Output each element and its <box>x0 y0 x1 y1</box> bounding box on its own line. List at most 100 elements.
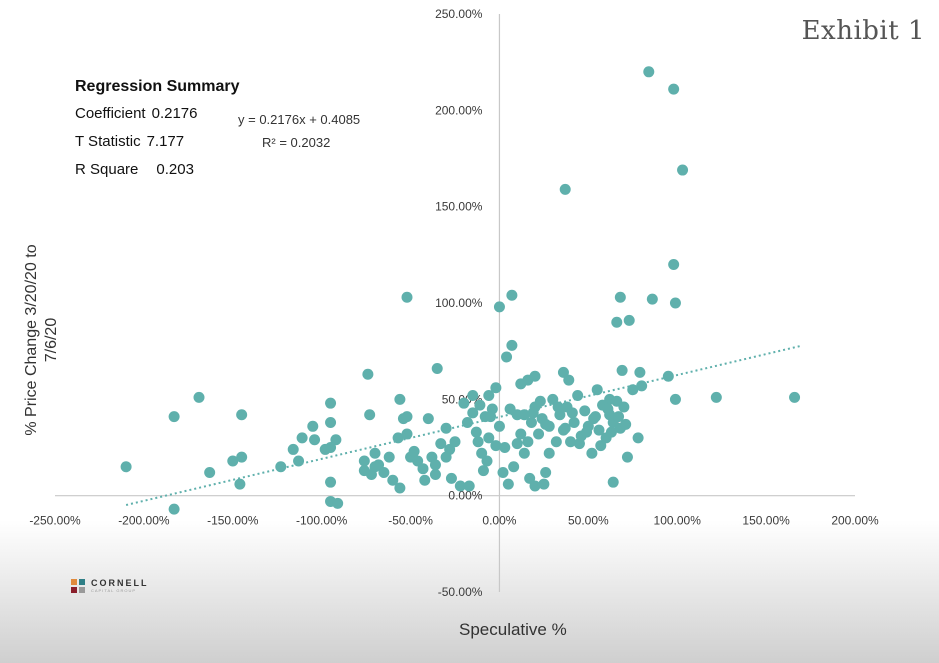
data-point <box>470 426 482 438</box>
data-point <box>168 503 180 515</box>
data-point <box>529 370 541 382</box>
data-point <box>605 426 617 438</box>
data-point <box>394 482 406 494</box>
data-point <box>668 83 680 95</box>
data-point <box>559 422 571 434</box>
data-point <box>493 301 505 313</box>
data-point <box>506 289 518 301</box>
data-point <box>362 368 374 380</box>
data-point <box>472 436 484 448</box>
data-point <box>506 339 518 351</box>
data-point <box>511 438 523 450</box>
trendline-r-squared: R² = 0.2032 <box>262 135 331 150</box>
data-point <box>325 397 337 409</box>
x-tick-label: -50.00% <box>388 514 433 528</box>
data-point <box>445 472 457 484</box>
data-point <box>552 401 564 413</box>
data-point <box>378 467 390 479</box>
data-point <box>275 461 287 473</box>
r-square-label: R Square <box>75 161 139 178</box>
data-point <box>483 389 495 401</box>
r-square-value: 0.203 <box>156 161 194 178</box>
data-point <box>490 440 502 452</box>
data-point <box>330 434 342 446</box>
data-point <box>623 314 635 326</box>
data-point <box>504 403 516 415</box>
data-point <box>621 451 633 463</box>
y-tick-label: 250.00% <box>435 7 483 21</box>
data-point <box>481 455 493 467</box>
trendline <box>125 344 802 506</box>
data-point <box>417 463 429 475</box>
data-point <box>534 395 546 407</box>
data-point <box>614 291 626 303</box>
data-point <box>789 391 801 403</box>
data-point <box>581 426 593 438</box>
data-point <box>669 393 681 405</box>
data-point <box>643 66 655 78</box>
y-tick-label: 100.00% <box>435 296 483 310</box>
data-point <box>408 445 420 457</box>
data-point <box>429 459 441 471</box>
data-point <box>595 440 607 452</box>
data-point <box>522 436 534 448</box>
data-point <box>236 409 248 421</box>
data-point <box>611 316 623 328</box>
data-point <box>547 393 559 405</box>
data-point <box>401 411 413 423</box>
data-point <box>204 467 216 479</box>
data-point <box>538 478 550 490</box>
x-tick-label: -200.00% <box>118 514 170 528</box>
t-statistic-row: T Statistic 7.177 <box>75 133 240 150</box>
data-point <box>573 438 585 450</box>
x-tick-label: 200.00% <box>831 514 879 528</box>
data-point <box>565 436 577 448</box>
data-point <box>358 465 370 477</box>
data-point <box>332 497 344 509</box>
data-point <box>662 370 674 382</box>
data-point <box>369 461 381 473</box>
data-point <box>401 428 413 440</box>
data-point <box>319 443 331 455</box>
data-point <box>550 436 562 448</box>
data-point <box>543 447 555 459</box>
data-point <box>636 380 648 392</box>
data-points <box>120 66 801 515</box>
data-point <box>387 474 399 486</box>
cornell-logo: CORNELL CAPITAL GROUP <box>71 578 149 593</box>
coefficient-row: Coefficient 0.2176 <box>75 105 240 122</box>
data-point <box>502 478 514 490</box>
data-point <box>559 183 571 195</box>
data-point <box>607 476 619 488</box>
data-point <box>586 447 598 459</box>
data-point <box>572 389 584 401</box>
data-point <box>431 363 443 375</box>
data-point <box>525 416 537 428</box>
x-axis-label: Speculative % <box>459 620 567 639</box>
data-point <box>236 451 248 463</box>
data-point <box>449 436 461 448</box>
data-point <box>309 434 321 446</box>
data-point <box>627 384 639 396</box>
exhibit-label: Exhibit 1 <box>801 16 925 46</box>
regression-summary-title: Regression Summary <box>75 78 240 95</box>
data-point <box>392 432 404 444</box>
data-point <box>620 418 632 430</box>
y-tick-label: 200.00% <box>435 103 483 117</box>
data-point <box>168 411 180 423</box>
y-tick-label: 150.00% <box>435 200 483 214</box>
data-point <box>476 447 488 459</box>
data-point <box>474 399 486 411</box>
x-tick-label: 100.00% <box>654 514 702 528</box>
y-axis-label: % Price Change 3/20/20 to 7/6/20 <box>23 244 60 436</box>
data-point <box>593 424 605 436</box>
coefficient-value: 0.2176 <box>151 105 198 122</box>
data-point <box>467 389 479 401</box>
logo-name: CORNELL <box>91 578 149 588</box>
data-point <box>618 401 630 413</box>
data-point <box>461 416 473 428</box>
x-tick-label: -150.00% <box>207 514 259 528</box>
data-point <box>440 422 452 434</box>
data-point <box>485 411 497 423</box>
data-point <box>394 393 406 405</box>
